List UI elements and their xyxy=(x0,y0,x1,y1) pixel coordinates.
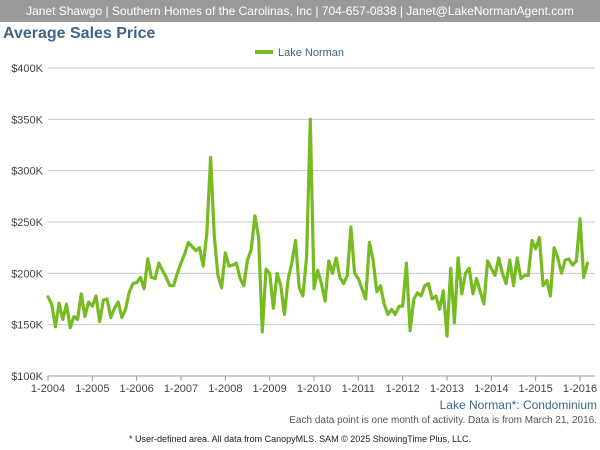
data-note: Each data point is one month of activity… xyxy=(289,415,597,426)
x-tick-label: 1-2004 xyxy=(31,383,65,395)
contact-info: Janet Shawgo | Southern Homes of the Car… xyxy=(26,4,574,18)
x-tick-label: 1-2015 xyxy=(519,383,553,395)
legend-label-lake-norman: Lake Norman xyxy=(278,47,344,59)
grid-lines xyxy=(48,67,595,377)
x-tick-label: 1-2016 xyxy=(563,383,597,395)
x-tick-label: 1-2007 xyxy=(164,383,198,395)
x-tick-label: 1-2014 xyxy=(474,383,508,395)
y-tick-label: $200K xyxy=(11,268,43,280)
chart-title: Average Sales Price xyxy=(3,25,156,42)
x-tick-label: 1-2005 xyxy=(75,383,109,395)
y-tick-label: $350K xyxy=(11,114,43,126)
x-tick-label: 1-2009 xyxy=(253,383,287,395)
series-line-lake-norman xyxy=(46,117,590,338)
x-tick-label: 1-2008 xyxy=(208,383,242,395)
y-tick-label: $100K xyxy=(11,371,43,383)
region-label: Lake Norman*: Condominium xyxy=(439,398,597,412)
x-tick-label: 1-2013 xyxy=(430,383,464,395)
y-tick-label: $300K xyxy=(11,166,43,178)
x-tick-label: 1-2011 xyxy=(342,383,375,395)
y-axis-ticks: $100K $150K $200K $250K $300K $350K $400K xyxy=(11,63,43,383)
footer-credit: * User-defined area. All data from Canop… xyxy=(129,434,471,444)
series-layer xyxy=(46,117,590,338)
legend: Lake Norman xyxy=(255,47,344,59)
x-tick-label: 1-2006 xyxy=(120,383,154,395)
x-axis-ticks: 1-2004 1-2005 1-2006 1-2007 1-2008 1-2009 1-20… xyxy=(31,375,597,395)
contact-header-bar: Janet Shawgo | Southern Homes of the Car… xyxy=(0,0,600,22)
x-tick-label: 1-2010 xyxy=(297,383,331,395)
y-tick-label: $250K xyxy=(11,217,43,229)
x-tick-label: 1-2012 xyxy=(386,383,420,395)
y-tick-label: $150K xyxy=(11,320,43,332)
y-tick-label: $400K xyxy=(11,63,43,75)
